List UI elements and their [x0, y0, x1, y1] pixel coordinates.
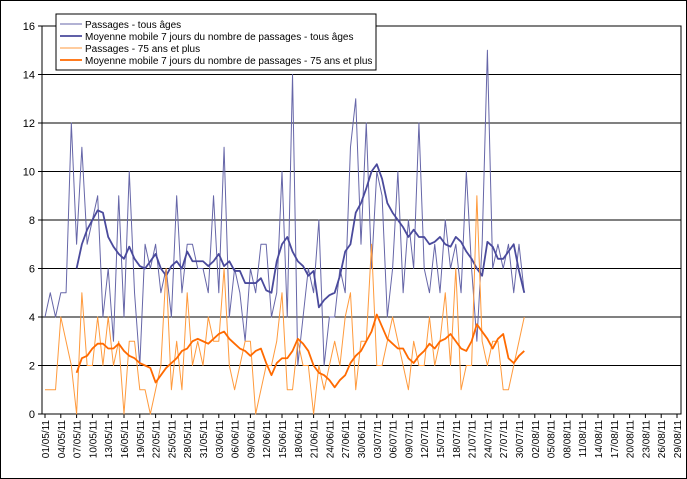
y-tick-label: 2 — [29, 361, 35, 373]
x-tick-label: 21/06/11 — [310, 420, 321, 459]
x-tick-label: 08/08/11 — [562, 420, 573, 459]
y-tick-label: 8 — [29, 215, 35, 227]
x-tick-label: 06/07/11 — [389, 420, 400, 459]
x-tick-label: 27/06/11 — [341, 420, 352, 459]
x-tick-label: 26/08/11 — [657, 420, 668, 459]
y-tick-label: 14 — [23, 70, 35, 82]
x-tick-label: 05/08/11 — [547, 420, 558, 459]
y-tick-label: 16 — [23, 21, 35, 33]
x-tick-label: 03/06/11 — [215, 420, 226, 459]
x-tick-label: 25/05/11 — [167, 420, 178, 459]
x-tick-label: 30/06/11 — [357, 420, 368, 459]
x-tick-label: 23/08/11 — [641, 420, 652, 459]
x-tick-label: 18/07/11 — [452, 420, 463, 459]
y-tick-label: 12 — [23, 118, 35, 130]
x-tick-label: 14/08/11 — [594, 420, 605, 459]
x-tick-label: 30/07/11 — [515, 420, 526, 459]
y-tick-label: 4 — [29, 312, 35, 324]
legend-label: Moyenne mobile 7 jours du nombre de pass… — [85, 56, 372, 67]
y-tick-label: 6 — [29, 264, 35, 276]
x-tick-label: 03/07/11 — [373, 420, 384, 459]
legend-label: Passages - tous âges — [85, 20, 181, 31]
x-tick-label: 27/07/11 — [499, 420, 510, 459]
series-line — [75, 313, 525, 389]
x-tick-label: 24/07/11 — [483, 420, 494, 459]
x-tick-label: 15/07/11 — [436, 420, 447, 459]
series-line — [44, 49, 525, 366]
x-tick-label: 19/05/11 — [136, 420, 147, 459]
x-tick-label: 07/05/11 — [73, 420, 84, 459]
x-tick-label: 09/06/11 — [246, 420, 257, 459]
series-line — [75, 163, 526, 309]
series-line — [45, 195, 525, 415]
x-tick-label: 17/08/11 — [610, 420, 621, 459]
x-tick-label: 16/05/11 — [120, 420, 131, 459]
x-tick-label: 04/05/11 — [57, 420, 68, 459]
y-tick-label: 10 — [23, 167, 35, 179]
x-tick-label: 28/05/11 — [183, 420, 194, 459]
x-tick-label: 12/07/11 — [420, 420, 431, 459]
y-tick-label: 0 — [29, 409, 35, 421]
x-tick-label: 09/07/11 — [404, 420, 415, 459]
x-tick-label: 24/06/11 — [325, 420, 336, 459]
x-tick-label: 02/08/11 — [531, 420, 542, 459]
x-tick-label: 22/05/11 — [152, 420, 163, 459]
x-tick-label: 21/07/11 — [468, 420, 479, 459]
x-tick-label: 10/05/11 — [88, 420, 99, 459]
x-tick-label: 15/06/11 — [278, 420, 289, 459]
x-tick-label: 29/08/11 — [673, 420, 684, 459]
x-tick-label: 11/08/11 — [578, 420, 589, 458]
legend-label: Passages - 75 ans et plus — [85, 44, 200, 55]
x-tick-label: 13/05/11 — [104, 420, 115, 459]
x-tick-label: 01/05/11 — [41, 420, 52, 459]
legend-label: Moyenne mobile 7 jours du nombre de pass… — [85, 32, 354, 43]
x-tick-label: 20/08/11 — [626, 420, 637, 459]
x-tick-label: 31/05/11 — [199, 420, 210, 459]
x-tick-label: 06/06/11 — [231, 420, 242, 459]
legend-box — [55, 13, 377, 71]
x-tick-label: 18/06/11 — [294, 420, 305, 459]
x-tick-label: 12/06/11 — [262, 420, 273, 459]
